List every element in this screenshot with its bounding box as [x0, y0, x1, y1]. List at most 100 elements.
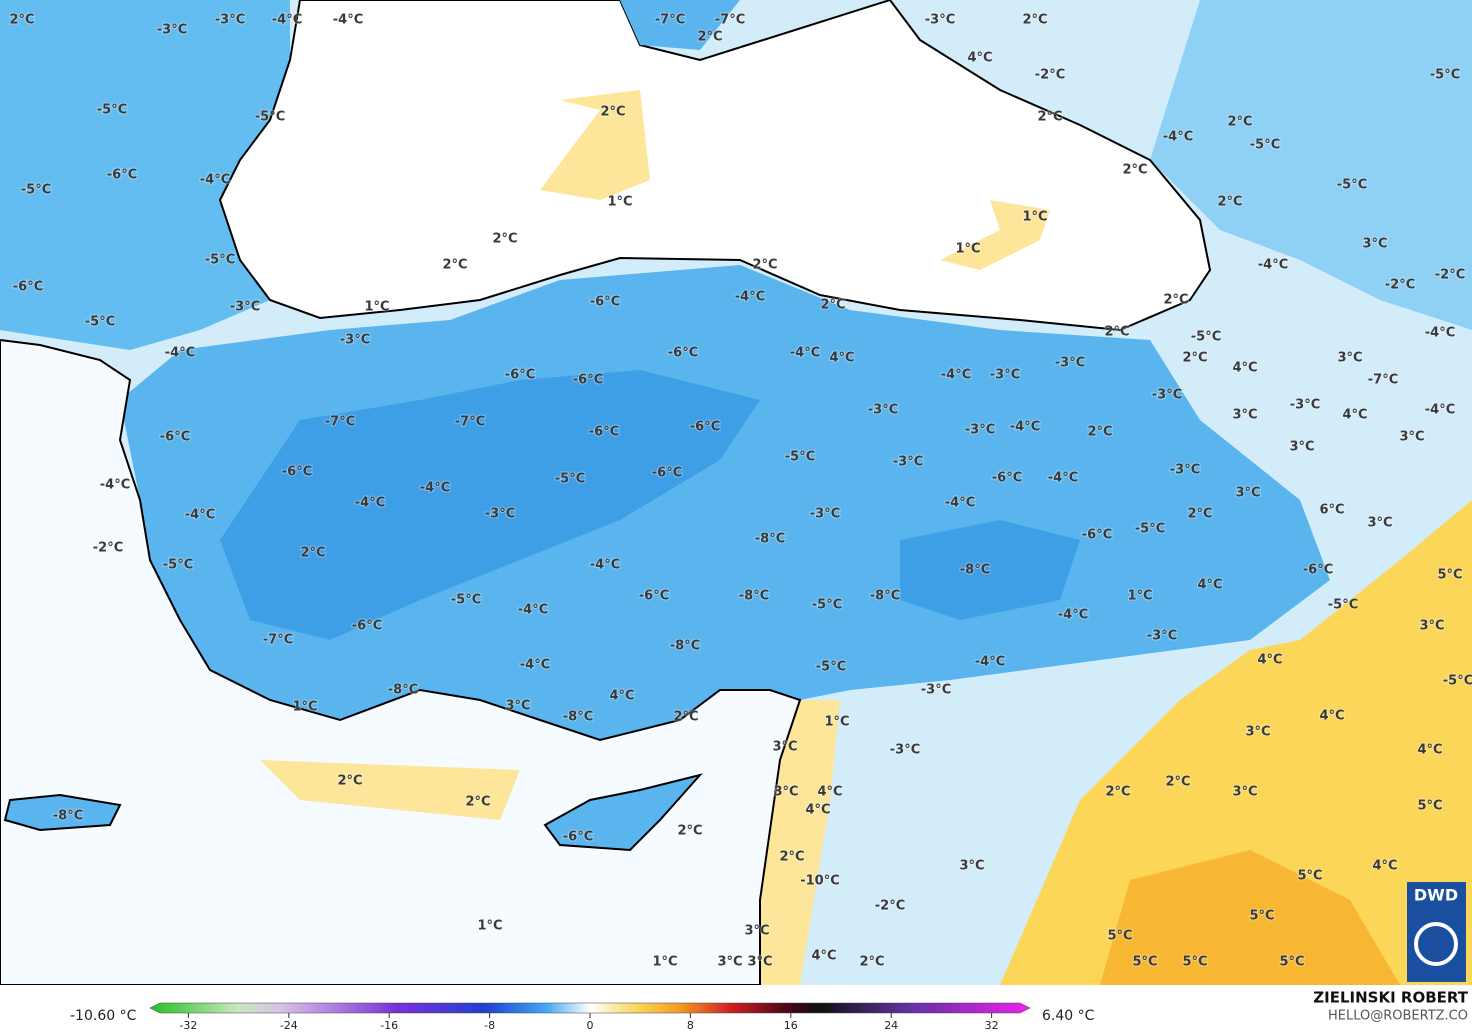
temperature-label: 3°C: [747, 955, 772, 970]
temperature-label: -4°C: [200, 173, 230, 188]
temperature-label: -4°C: [1048, 471, 1078, 486]
temperature-label: -6°C: [690, 420, 720, 435]
temperature-label: -4°C: [518, 603, 548, 618]
temperature-label: -6°C: [668, 346, 698, 361]
colorbar-tick-label: -24: [280, 1019, 298, 1032]
temperature-label: -6°C: [639, 589, 669, 604]
temperature-label: -3°C: [1152, 388, 1182, 403]
temperature-label: 2°C: [600, 105, 625, 120]
temperature-label: 2°C: [1165, 775, 1190, 790]
temperature-label: 2°C: [1105, 785, 1130, 800]
colorbar-tick-label: 32: [985, 1019, 999, 1032]
temperature-label: -6°C: [992, 471, 1022, 486]
colorbar-tick-label: 8: [687, 1019, 694, 1032]
temperature-label: 2°C: [1217, 195, 1242, 210]
temperature-label: -7°C: [263, 633, 293, 648]
temperature-label: 2°C: [697, 30, 722, 45]
temperature-label: 3°C: [1245, 725, 1270, 740]
temperature-label: -4°C: [355, 496, 385, 511]
temperature-label: 3°C: [1419, 619, 1444, 634]
temperature-label: -4°C: [1058, 608, 1088, 623]
temperature-label: 5°C: [1107, 929, 1132, 944]
temperature-label: -3°C: [340, 333, 370, 348]
temperature-label: -8°C: [563, 710, 593, 725]
temperature-label: -2°C: [1035, 68, 1065, 83]
temperature-label: -8°C: [960, 563, 990, 578]
temperature-label: 4°C: [1417, 743, 1442, 758]
temperature-label: 6°C: [1319, 503, 1344, 518]
temperature-label: -4°C: [1010, 420, 1040, 435]
temperature-label: -4°C: [272, 13, 302, 28]
temperature-label: 2°C: [465, 795, 490, 810]
temperature-label: 3°C: [744, 924, 769, 939]
temperature-label: 3°C: [1399, 430, 1424, 445]
temperature-label: 5°C: [1437, 568, 1462, 583]
temperature-label: -5°C: [1191, 330, 1221, 345]
temperature-label: -3°C: [990, 368, 1020, 383]
temperature-label: 3°C: [1235, 486, 1260, 501]
temperature-label: 5°C: [1279, 955, 1304, 970]
temperature-label: -4°C: [1163, 130, 1193, 145]
temperature-label: 3°C: [1232, 408, 1257, 423]
colorbar-tick-label: 24: [884, 1019, 898, 1032]
temperature-label: 4°C: [1257, 653, 1282, 668]
temperature-label: -6°C: [107, 168, 137, 183]
temperature-label: 1°C: [1022, 210, 1047, 225]
temperature-label: -3°C: [485, 507, 515, 522]
temperature-label: 2°C: [779, 850, 804, 865]
temperature-label: -6°C: [563, 830, 593, 845]
colorbar-tick-label: 16: [784, 1019, 798, 1032]
temperature-label: -6°C: [590, 295, 620, 310]
temperature-label: -2°C: [1435, 268, 1465, 283]
temperature-label: -4°C: [165, 346, 195, 361]
colorbar-tick-label: 0: [587, 1019, 594, 1032]
temperature-label: -5°C: [255, 110, 285, 125]
temperature-label: -4°C: [1425, 326, 1455, 341]
temperature-label: -4°C: [735, 290, 765, 305]
temperature-label: 2°C: [859, 955, 884, 970]
temperature-label: 4°C: [817, 785, 842, 800]
temperature-label: 4°C: [1197, 578, 1222, 593]
temperature-label: 2°C: [820, 298, 845, 313]
temperature-label: -10°C: [800, 874, 840, 889]
temperature-label: 3°C: [1232, 785, 1257, 800]
colorbar-tick-label: -8: [484, 1019, 495, 1032]
colorbar-min: -10.60 °C: [70, 1008, 137, 1024]
temperature-label: -4°C: [590, 558, 620, 573]
temperature-label: 2°C: [9, 13, 34, 28]
temperature-label: 4°C: [811, 949, 836, 964]
temperature-label: 4°C: [1342, 408, 1367, 423]
temperature-label: 5°C: [1297, 869, 1322, 884]
temperature-label: 5°C: [1132, 955, 1157, 970]
temperature-label: -6°C: [352, 619, 382, 634]
colorbar-max: 6.40 °C: [1042, 1008, 1095, 1024]
temperature-label: -4°C: [941, 368, 971, 383]
temperature-label: 4°C: [829, 351, 854, 366]
temperature-label: 2°C: [1187, 507, 1212, 522]
temperature-label: -5°C: [812, 598, 842, 613]
email: HELLO@ROBERTZ.CO: [1328, 1009, 1468, 1024]
temperature-label: 3°C: [717, 955, 742, 970]
temperature-label: -6°C: [505, 368, 535, 383]
temperature-label: 2°C: [337, 774, 362, 789]
temperature-label: -3°C: [965, 423, 995, 438]
temperature-label: 2°C: [1182, 351, 1207, 366]
temperature-label: -7°C: [455, 415, 485, 430]
temperature-label: 3°C: [772, 740, 797, 755]
temperature-label: -8°C: [53, 809, 83, 824]
temperature-label: 2°C: [1122, 163, 1147, 178]
temperature-label: 2°C: [673, 710, 698, 725]
temperature-label: 5°C: [1249, 909, 1274, 924]
temperature-label: -8°C: [388, 683, 418, 698]
logo-text: DWD: [1414, 886, 1458, 905]
temperature-label: 1°C: [477, 919, 502, 934]
temperature-label: -5°C: [205, 253, 235, 268]
temperature-label: -7°C: [655, 13, 685, 28]
temperature-label: -2°C: [875, 899, 905, 914]
temperature-label: -8°C: [739, 589, 769, 604]
temperature-label: -3°C: [893, 455, 923, 470]
temperature-label: -4°C: [333, 13, 363, 28]
temperature-label: 4°C: [609, 689, 634, 704]
